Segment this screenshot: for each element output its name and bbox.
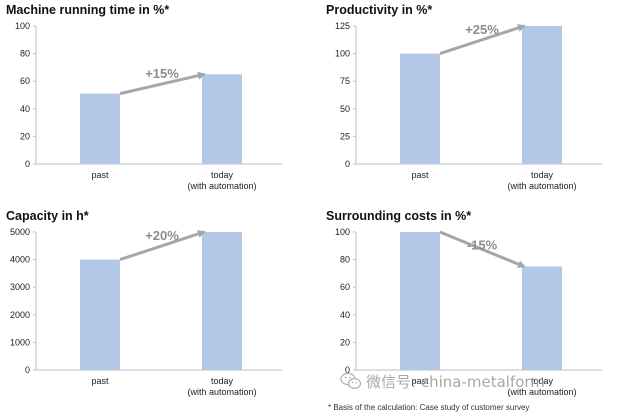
- category-sublabel: (with automation): [187, 181, 256, 191]
- y-tick-label: 2000: [10, 310, 30, 320]
- footnote: * Basis of the calculation: Case study o…: [328, 403, 530, 412]
- y-tick-label: 40: [340, 310, 350, 320]
- chart-svg: Capacity in h* 0 1000 2000 3000 4000 5000 past t…: [6, 209, 282, 397]
- bar-today: [202, 74, 242, 164]
- y-tick-label: 20: [20, 131, 30, 141]
- category-sublabel: (with automation): [507, 387, 576, 397]
- chart-title: Surrounding costs in %*: [326, 209, 471, 223]
- y-tick-label: 0: [345, 159, 350, 169]
- y-tick-label: 5000: [10, 227, 30, 237]
- y-tick-label: 60: [20, 76, 30, 86]
- y-tick-label: 125: [335, 21, 350, 31]
- bar-today: [522, 266, 562, 370]
- category-label: past: [91, 376, 109, 386]
- chart-title: Machine running time in %*: [6, 3, 169, 17]
- chart-svg: Surrounding costs in %* 0 20 40 60 80 100 past t…: [326, 209, 602, 397]
- category-sublabel: (with automation): [187, 387, 256, 397]
- chart-svg: Machine running time in %* 0 20 40 60 80 100 pa…: [6, 3, 282, 191]
- y-tick-label: 0: [25, 365, 30, 375]
- category-label: past: [91, 170, 109, 180]
- change-arrow: [119, 71, 206, 96]
- y-tick-label: 100: [15, 21, 30, 31]
- y-tick-label: 1000: [10, 337, 30, 347]
- change-label: +15%: [145, 66, 179, 81]
- change-label: +25%: [465, 22, 499, 37]
- y-tick-label: 40: [20, 104, 30, 114]
- change-arrow: [439, 230, 526, 268]
- y-tick-label: 4000: [10, 255, 30, 265]
- category-label: today: [531, 170, 554, 180]
- bar-today: [522, 26, 562, 164]
- y-tick-label: 100: [335, 49, 350, 59]
- change-label: -15%: [467, 237, 498, 252]
- change-label: +20%: [145, 228, 179, 243]
- change-arrow: [119, 230, 206, 262]
- y-tick-label: 60: [340, 282, 350, 292]
- y-tick-label: 80: [340, 255, 350, 265]
- chart-machine-running-time: Machine running time in %* 0 20 40 60 80 100 pa…: [0, 0, 320, 204]
- chart-title: Productivity in %*: [326, 3, 432, 17]
- category-label: past: [411, 170, 429, 180]
- y-tick-label: 100: [335, 227, 350, 237]
- category-sublabel: (with automation): [507, 181, 576, 191]
- chart-surrounding-costs: Surrounding costs in %* 0 20 40 60 80 100 past t…: [320, 206, 640, 410]
- y-tick-label: 75: [340, 76, 350, 86]
- category-label: past: [411, 376, 429, 386]
- chart-capacity: Capacity in h* 0 1000 2000 3000 4000 5000 past t…: [0, 206, 320, 410]
- change-arrow: [439, 24, 526, 56]
- y-tick-label: 0: [345, 365, 350, 375]
- category-label: today: [531, 376, 554, 386]
- category-label: today: [211, 376, 234, 386]
- bar-past: [80, 259, 120, 370]
- bar-past: [400, 53, 440, 164]
- bar-past: [400, 232, 440, 370]
- chart-svg: Productivity in %* 0 25 50 75 100 125 past today…: [326, 3, 602, 191]
- chart-title: Capacity in h*: [6, 209, 89, 223]
- category-label: today: [211, 170, 234, 180]
- chart-productivity: Productivity in %* 0 25 50 75 100 125 past today…: [320, 0, 640, 204]
- bar-past: [80, 93, 120, 164]
- y-tick-label: 25: [340, 131, 350, 141]
- y-tick-label: 50: [340, 104, 350, 114]
- y-tick-label: 3000: [10, 282, 30, 292]
- y-tick-label: 80: [20, 49, 30, 59]
- bar-today: [202, 232, 242, 370]
- y-tick-label: 20: [340, 337, 350, 347]
- y-tick-label: 0: [25, 159, 30, 169]
